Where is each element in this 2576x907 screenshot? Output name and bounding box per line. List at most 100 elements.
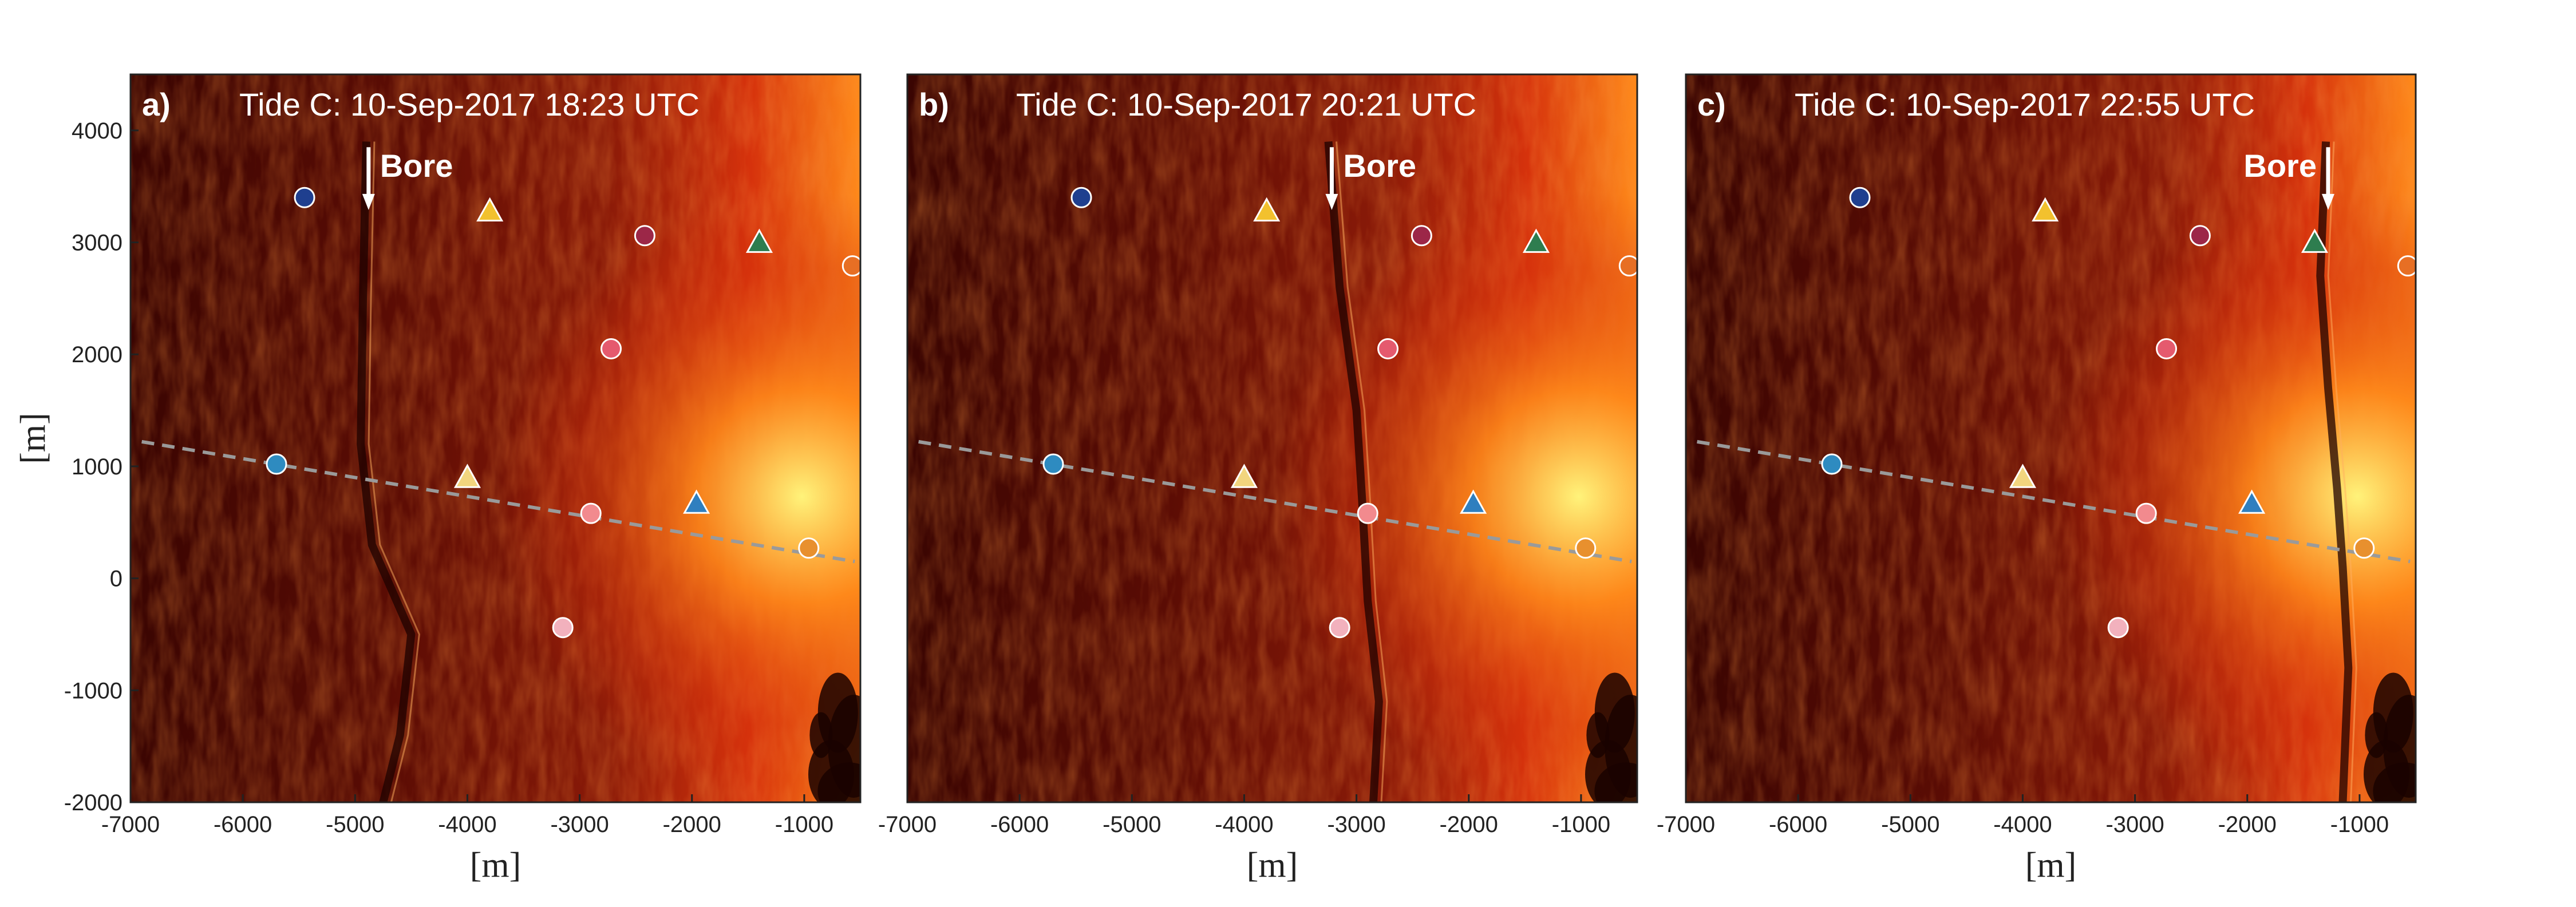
shoreline bbox=[808, 672, 860, 802]
transect-line bbox=[918, 439, 1632, 564]
station-triangle-marker bbox=[1460, 489, 1487, 514]
panel-letter: b) bbox=[919, 86, 949, 122]
station-triangle-marker bbox=[2238, 489, 2266, 514]
station-circle-marker bbox=[2189, 225, 2211, 247]
x-tick-label: -5000 bbox=[326, 812, 384, 837]
x-tick-label: -4000 bbox=[1215, 812, 1273, 837]
station-triangle-marker bbox=[1522, 228, 1550, 253]
station-circle-marker bbox=[600, 338, 622, 359]
panel-1: Bore a) Tide C: 10-Sep-2017 18:23 UTC -7000… bbox=[14, 73, 862, 885]
x-tick-label: -3000 bbox=[2105, 812, 2164, 837]
station-circle-marker bbox=[1329, 617, 1350, 639]
x-tick-label: -2000 bbox=[1440, 812, 1498, 837]
station-circle-marker bbox=[1821, 453, 1843, 475]
station-triangle-marker bbox=[1253, 197, 1281, 222]
y-tick-label: -2000 bbox=[64, 790, 123, 815]
station-triangle-marker bbox=[476, 197, 504, 222]
station-circle-marker bbox=[1070, 187, 1092, 208]
panel-2: Bore b) Tide C: 10-Sep-2017 20:21 UTC -7000… bbox=[878, 73, 1638, 885]
panel-letter: a) bbox=[142, 86, 171, 122]
bore-arrow-head bbox=[2322, 193, 2334, 210]
station-circle-marker bbox=[2107, 617, 2129, 639]
transect-line bbox=[141, 439, 855, 564]
y-tick-label: 1000 bbox=[72, 454, 123, 480]
radar-image bbox=[1686, 74, 2416, 802]
panel-title: Tide C: 10-Sep-2017 22:55 UTC bbox=[1795, 86, 2255, 122]
station-circle-marker bbox=[841, 255, 860, 277]
y-axis-title: [m] bbox=[14, 413, 53, 464]
station-triangle-marker bbox=[453, 464, 481, 488]
bore-front bbox=[2316, 141, 2357, 802]
station-triangle-marker bbox=[683, 489, 710, 514]
y-tick-label: 4000 bbox=[72, 118, 123, 144]
station-circle-marker bbox=[580, 502, 602, 524]
panel-3: Bore c) Tide C: 10-Sep-2017 22:55 UTC -7000… bbox=[1657, 73, 2417, 885]
x-tick-label: -4000 bbox=[1993, 812, 2052, 837]
station-triangle-marker bbox=[745, 228, 773, 253]
station-circle-marker bbox=[1042, 453, 1064, 475]
bore-arrow-head bbox=[362, 193, 375, 210]
bore-front bbox=[357, 141, 420, 802]
y-tick-label: 2000 bbox=[72, 342, 123, 367]
x-tick-label: -3000 bbox=[1327, 812, 1385, 837]
x-axis-title: [m] bbox=[1247, 846, 1298, 885]
station-triangle-marker bbox=[2009, 464, 2037, 488]
panel-title: Tide C: 10-Sep-2017 20:21 UTC bbox=[1016, 86, 1476, 122]
x-tick-label: -2000 bbox=[663, 812, 721, 837]
transect-line bbox=[1697, 439, 2411, 564]
station-circle-marker bbox=[1849, 187, 1871, 208]
station-triangle-marker bbox=[2032, 197, 2059, 222]
x-tick-label: -2000 bbox=[2218, 812, 2277, 837]
x-axis-title: [m] bbox=[2025, 846, 2077, 885]
x-axis-title: [m] bbox=[470, 846, 521, 885]
x-tick-label: -6000 bbox=[990, 812, 1049, 837]
station-circle-marker bbox=[1618, 255, 1637, 277]
station-circle-marker bbox=[1411, 225, 1432, 247]
y-tick-label: 0 bbox=[110, 567, 123, 592]
plot-frame bbox=[906, 73, 1638, 803]
station-circle-marker bbox=[266, 453, 287, 475]
x-tick-label: -1000 bbox=[775, 812, 833, 837]
x-tick-label: -7000 bbox=[1657, 812, 1715, 837]
x-tick-label: -7000 bbox=[878, 812, 937, 837]
x-tick-label: -7000 bbox=[101, 812, 160, 837]
x-tick-label: -1000 bbox=[1552, 812, 1610, 837]
bore-label: Bore bbox=[1343, 148, 1416, 184]
radar-image bbox=[131, 74, 860, 802]
y-tick-label: -1000 bbox=[64, 678, 123, 703]
station-circle-marker bbox=[2135, 502, 2157, 524]
shoreline bbox=[2364, 672, 2416, 802]
y-tick-label: 3000 bbox=[72, 231, 123, 256]
panel-title: Tide C: 10-Sep-2017 18:23 UTC bbox=[239, 86, 700, 122]
x-tick-label: -6000 bbox=[214, 812, 272, 837]
x-tick-label: -1000 bbox=[2330, 812, 2389, 837]
x-tick-label: -5000 bbox=[1103, 812, 1161, 837]
x-tick-label: -4000 bbox=[438, 812, 496, 837]
panel-letter: c) bbox=[1697, 86, 1726, 122]
station-circle-marker bbox=[634, 225, 655, 247]
panels-layer: Bore a) Tide C: 10-Sep-2017 18:23 UTC -7000… bbox=[14, 73, 2417, 885]
bore-arrow-head bbox=[1325, 193, 1338, 210]
station-circle-marker bbox=[1575, 537, 1597, 559]
x-tick-label: -3000 bbox=[550, 812, 609, 837]
radar-image bbox=[907, 74, 1637, 802]
station-circle-marker bbox=[552, 617, 574, 639]
plot-frame bbox=[1685, 73, 2417, 803]
station-circle-marker bbox=[798, 537, 820, 559]
station-circle-marker bbox=[1357, 502, 1378, 524]
x-tick-label: -5000 bbox=[1881, 812, 1939, 837]
plot-frame bbox=[129, 73, 862, 803]
station-circle-marker bbox=[2397, 255, 2416, 277]
station-circle-marker bbox=[1377, 338, 1399, 359]
bore-label: Bore bbox=[380, 148, 453, 184]
bore-label: Bore bbox=[2243, 148, 2317, 184]
station-circle-marker bbox=[2353, 537, 2375, 559]
x-tick-label: -6000 bbox=[1769, 812, 1827, 837]
shoreline bbox=[1585, 672, 1637, 802]
station-triangle-marker bbox=[2301, 228, 2329, 253]
station-circle-marker bbox=[294, 187, 315, 208]
bore-front bbox=[1324, 141, 1388, 802]
station-triangle-marker bbox=[1230, 464, 1258, 488]
station-circle-marker bbox=[2156, 338, 2178, 359]
